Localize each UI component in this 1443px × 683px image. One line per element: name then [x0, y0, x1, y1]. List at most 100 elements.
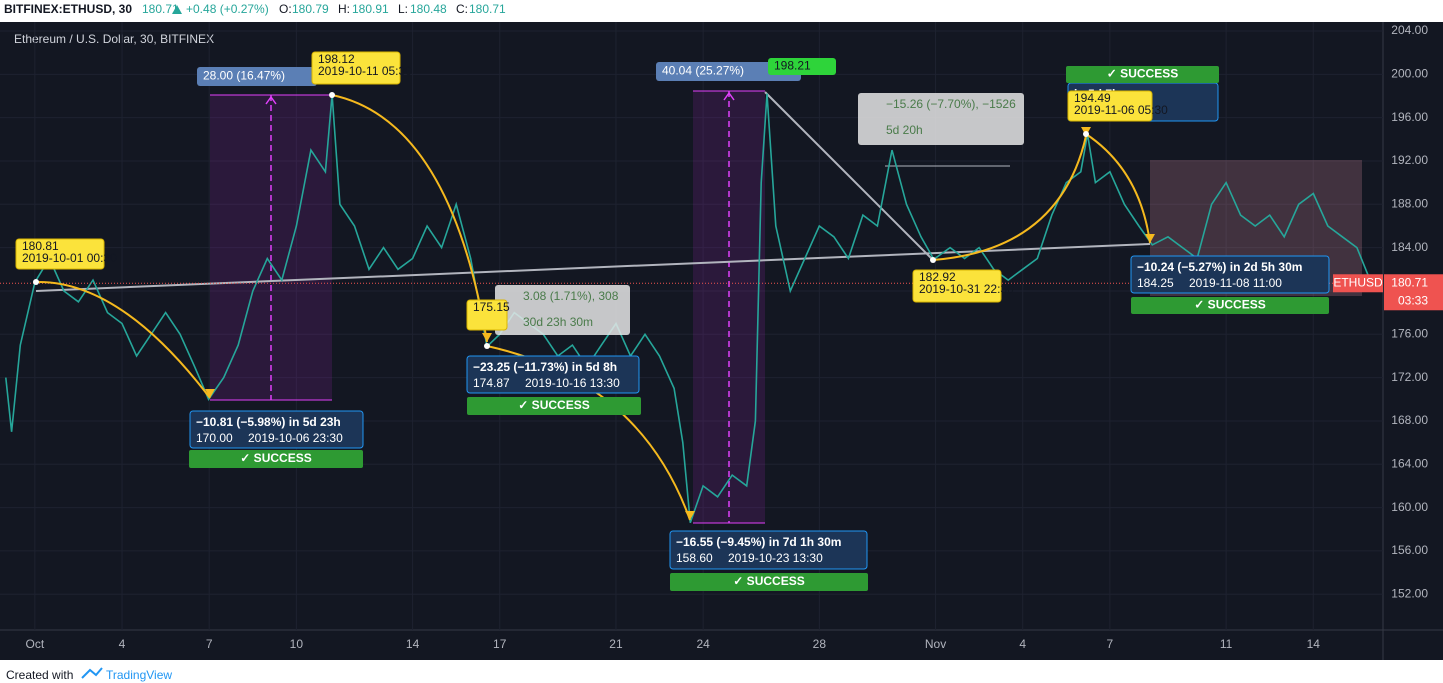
success-text: ✓ SUCCESS — [518, 398, 589, 412]
x-tick-label: 4 — [119, 637, 126, 651]
x-tick-label: Oct — [26, 637, 45, 651]
annotation-text: −16.55 (−9.45%) in 7d 1h 30m — [676, 535, 841, 549]
annotation-text: 175.15 — [473, 300, 510, 314]
anchor-point — [33, 279, 39, 285]
ohlc-value: 180.79 — [292, 2, 329, 16]
ohlc-label: H: — [338, 2, 350, 16]
price-badge-value: 180.71 — [1391, 275, 1428, 289]
annotation-box — [858, 93, 1024, 145]
range-arrowhead — [265, 95, 277, 105]
logo — [81, 667, 103, 679]
annotation-text: 40.04 (25.27%) — [662, 64, 744, 78]
y-tick-label: 200.00 — [1391, 66, 1428, 80]
chart-title: Ethereum / U.S. Dollar, 30, BITFINEX — [14, 32, 214, 46]
annotation-text: 184.25 — [1137, 276, 1174, 290]
change: +0.48 (+0.27%) — [186, 2, 269, 16]
x-tick-label: 28 — [813, 637, 827, 651]
ohlc-label: L: — [398, 2, 408, 16]
y-tick-label: 172.00 — [1391, 370, 1428, 384]
up-icon — [172, 5, 182, 14]
annotation-text: 194.49 — [1074, 91, 1111, 105]
annotation-text: 2019-11-06 05:30 — [1074, 103, 1168, 117]
annotation-text: 158.60 — [676, 551, 713, 565]
annotation-box — [768, 58, 836, 75]
y-tick-label: 192.00 — [1391, 153, 1428, 167]
y-tick-label: 164.00 — [1391, 456, 1428, 470]
annotation-box — [495, 285, 630, 335]
ohlc-label: O: — [279, 2, 292, 16]
anchor-point — [930, 257, 936, 263]
annotation-text: −10.81 (−5.98%) in 5d 23h — [196, 415, 341, 429]
annotation-text: 2019-11-08 11:00 — [1189, 276, 1282, 290]
annotation-box — [15, 238, 105, 270]
trend-line — [35, 243, 1151, 292]
anchor-point — [1083, 131, 1089, 137]
footer-bar — [0, 660, 1443, 683]
annotation-text: 3.08 (1.71%), 308 — [523, 289, 619, 303]
projection-arc — [1085, 133, 1151, 244]
annotation-text: −23.25 (−11.73%) in 5d 8h — [473, 360, 617, 374]
annotation-text: 5d 20h — [886, 123, 923, 137]
annotation-box — [189, 410, 364, 449]
annotation-text: 2019-10-23 13:30 — [728, 551, 823, 565]
x-tick-label: 14 — [406, 637, 420, 651]
x-tick-label: 21 — [609, 637, 623, 651]
projection-arc — [331, 94, 488, 343]
series-name: ETHUSD — [1333, 275, 1383, 289]
ohlc-value: 180.48 — [410, 2, 447, 16]
annotation-text: 198.21 — [774, 59, 811, 73]
annotation-text: 2019-10-01 00:30 — [22, 251, 117, 265]
y-tick-label: 160.00 — [1391, 500, 1428, 514]
series-badge — [1333, 274, 1383, 293]
success-text: ✓ SUCCESS — [240, 451, 311, 465]
annotation-text: 180.81 — [22, 239, 59, 253]
anchor-point — [484, 343, 490, 349]
success-badge — [1066, 66, 1219, 83]
y-tick-label: 176.00 — [1391, 326, 1428, 340]
annotation-box — [912, 269, 1002, 303]
arc-arrowhead — [1145, 234, 1155, 243]
x-tick-label: 4 — [1019, 637, 1026, 651]
x-tick-label: 7 — [206, 637, 213, 651]
annotation-text: 170.00 — [196, 431, 233, 445]
success-badge — [189, 450, 363, 468]
range-arrowhead — [723, 91, 735, 101]
x-tick-label: 14 — [1307, 637, 1321, 651]
header-bar — [0, 0, 1443, 22]
annotation-box — [466, 299, 508, 331]
success-badge — [467, 397, 641, 415]
annotation-text: 2019-10-06 23:30 — [248, 431, 343, 445]
annotation-box — [656, 62, 801, 81]
last-price: 180.71 — [142, 2, 179, 16]
success-badge — [1131, 297, 1329, 314]
x-tick-label: Nov — [925, 637, 946, 651]
annotation-text: 28.00 (16.47%) — [203, 69, 285, 83]
price-line — [5, 93, 1373, 524]
arc-arrowhead — [482, 333, 492, 342]
trend-line — [764, 91, 934, 261]
projection-arc — [932, 135, 1087, 261]
success-text: ✓ SUCCESS — [733, 574, 804, 588]
annotation-text: 198.12 — [318, 52, 355, 66]
x-tick-label: 24 — [696, 637, 710, 651]
annotation-text: 2019-10-31 22:30 — [919, 282, 1014, 296]
arc-arrowhead — [685, 511, 695, 520]
annotation-text: 2019-10-11 05:30 — [318, 64, 412, 78]
annotation-text: −10.24 (−5.27%) in 2d 5h 30m — [1137, 260, 1302, 274]
price-badge — [1384, 274, 1443, 311]
footer-brand[interactable]: TradingView — [106, 668, 172, 682]
y-tick-label: 184.00 — [1391, 240, 1428, 254]
annotation-box — [1130, 255, 1330, 294]
annotation-text: 2019-10-16 13:30 — [525, 376, 620, 390]
annotation-box — [1067, 90, 1153, 122]
y-tick-label: 168.00 — [1391, 413, 1428, 427]
y-tick-label: 196.00 — [1391, 110, 1428, 124]
success-text: ✓ SUCCESS — [1194, 298, 1265, 312]
y-tick-label: 204.00 — [1391, 23, 1428, 37]
success-badge — [670, 573, 868, 591]
annotation-text: 174.87 — [473, 376, 510, 390]
ohlc-label: C: — [456, 2, 468, 16]
ohlc-value: 180.91 — [352, 2, 389, 16]
annotation-text: −15.26 (−7.70%), −1526 — [886, 97, 1016, 111]
annotation-box — [311, 51, 401, 85]
